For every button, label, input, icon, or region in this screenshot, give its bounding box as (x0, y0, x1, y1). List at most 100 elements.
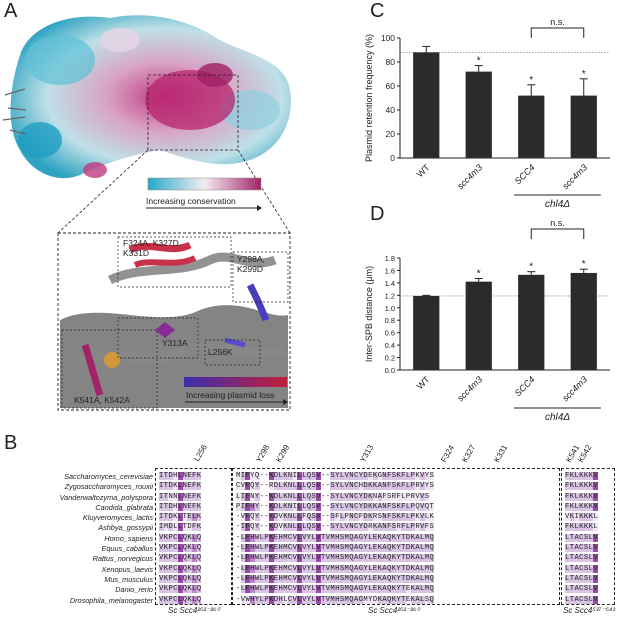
species-name: Kluyveromyces_lactis (82, 513, 153, 523)
significance-star: * (529, 262, 533, 273)
residue-label: Y298 (254, 443, 272, 464)
bar (465, 281, 492, 370)
y-tick-label: 1.4 (385, 279, 395, 288)
residue-label-block1: L256 (192, 443, 209, 463)
significance-star: * (582, 69, 586, 80)
species-name: Equus_caballus (101, 544, 153, 554)
sequence-row: ITDKLTELK (159, 513, 202, 522)
sequence-row: -LFHWLPKEHMCVLVYLVTVMHSMQAGYLEKAQKYTEKAL… (236, 585, 435, 594)
callout-l256: L256K (208, 347, 233, 357)
significance-star: * (529, 75, 533, 86)
sequence-row: PIFHY--KDLKNILLQSV--SYLVNCYDKKANFSKFLPQV… (236, 502, 435, 511)
species-name: Saccharomyces_cerevisiae (64, 472, 153, 481)
category-label: scc4m3 (560, 162, 589, 191)
residue-label: Y313 (358, 443, 376, 464)
sequence-row: -LFHWLPKEHMCVLVYLVTVMHSMQAGYLEKAQKYTDKAL… (236, 564, 435, 573)
y-tick-label: 0.0 (385, 366, 395, 375)
group-label: chl4Δ (545, 412, 570, 420)
inter-spb-chart: 0.0 0.2 0.4 0.6 0.8 1.0 1.2 1.4 1.6 1.8 Inter-SPB … (364, 218, 610, 420)
ns-bracket (530, 27, 585, 38)
block1-caption: Sc Scc4²⁵²⁻²⁶⁰ (168, 606, 220, 615)
category-label: scc4m3 (455, 374, 484, 403)
sequence-row: LTACSLV (565, 574, 599, 583)
sequence-row: LTACSLV (565, 554, 599, 563)
sequence-row: -VFQY--KDVKNLLFQSV--SFLPNCFDKRSNFSKFLPKV… (236, 513, 435, 522)
y-tick-label: 0 (390, 153, 395, 163)
sequence-row: FKLKKKV (565, 492, 599, 501)
sequence-row: ITNNLNEFK (159, 492, 202, 501)
sequence-row: -LFHWLPKEHMCVLVYLVTVMHSMQAGYLEKAQKYTDKAL… (236, 544, 435, 553)
bar (518, 95, 545, 158)
structure-figure: Increasing conservation F324A, K327D, K3… (2, 15, 291, 411)
y-tick-label: 20 (386, 129, 396, 139)
significance-star: * (582, 259, 586, 270)
bar (518, 274, 545, 370)
callout-k299: K299D (237, 264, 263, 274)
group-label: chl4Δ (545, 199, 570, 210)
y-tick-label: 1.8 (385, 254, 395, 263)
bar (413, 52, 440, 158)
sequence-row: FKLKKKV (565, 502, 599, 511)
ns-bracket (530, 228, 585, 239)
species-name: Candida_glabrata (95, 502, 153, 512)
category-label: scc4m3 (455, 162, 484, 191)
category-label: SCC4 (513, 162, 537, 186)
sequence-row: LTACSLV (565, 533, 599, 542)
species-name: Danio_rerio (115, 585, 153, 595)
bar (570, 95, 597, 158)
panel-label-b: B (4, 432, 18, 454)
sequence-row: ITDHLNEFK (159, 502, 202, 511)
sequence-row: FKLKKKV (565, 482, 599, 491)
panel-label-c: C (370, 0, 385, 22)
species-name: Mus_musculus (104, 574, 153, 584)
sequence-row: FKLKKKV (565, 472, 599, 480)
callout-f324: F324A, K327D, (123, 238, 181, 248)
sequence-row: LTACSLV (565, 564, 599, 573)
species-list: Saccharomyces_cerevisiae Zygosaccharomyce… (10, 472, 153, 606)
species-name: Homo_sapiens (104, 533, 153, 543)
ns-label: n.s. (550, 218, 565, 228)
sequence-row: MIFYQ--KDLKNILLQSV--SYLVNCYDEKGNFSKFLPKV… (236, 472, 435, 480)
y-tick-label: 1.0 (385, 304, 395, 313)
plasmid-loss-gradient-bar (184, 377, 287, 387)
alignment-block-2: MIFYQ--KDLKNILLQSV--SYLVNCYDEKGNFSKFLPKV… (232, 468, 560, 605)
callout-k331: K331D (123, 248, 149, 258)
y-tick-label: 0.8 (385, 316, 395, 325)
bar (413, 295, 440, 370)
panel-label-d: D (370, 203, 385, 225)
species-name: Vanderwaltozyma_polyspora (59, 492, 153, 502)
sequence-row: VKPCLQKLQ (159, 564, 202, 573)
y-tick-label: 40 (386, 105, 396, 115)
sequence-row: LTACSLV (565, 544, 599, 553)
bar (570, 272, 597, 370)
species-name: Xenopus_laevis (101, 564, 153, 574)
sequence-row: FKLKKKL (565, 523, 599, 532)
plasmid-loss-label: Increasing plasmid loss (186, 390, 274, 400)
y-axis-label: Inter-SPB distance (μm) (364, 266, 374, 362)
sequence-row: LIFNY--KDLKNLLLQSV--SYLVNCYDKNAFSRFLPRVV… (236, 492, 430, 501)
conservation-scale-label: Increasing conservation (146, 196, 236, 206)
y-tick-label: 60 (386, 81, 396, 91)
sequence-row: CVFQY--RDLKNLLLQSV--SYLVNCHDKKANFSKFLPRV… (236, 482, 435, 491)
significance-star: * (477, 56, 481, 67)
sequence-row: VKIKKKL (565, 513, 599, 522)
plasmid-retention-chart: 0 20 40 60 80 100 Plasmid retention frequency … (364, 17, 610, 210)
bar (465, 71, 492, 158)
sequence-row: ITDHLNEFK (159, 472, 202, 480)
y-tick-label: 80 (386, 57, 396, 67)
sequence-row: -LFHWLPKEHMCVLVYLVTVMHSMQAGYLEKAQKYTDKAL… (236, 574, 435, 583)
y-tick-label: 1.6 (385, 266, 395, 275)
panel-label-a: A (4, 0, 18, 22)
y-tick-label: 100 (381, 33, 395, 43)
sequence-row: -LFHWLPKEHMCVLVYLVTVMHSMQAGYLEKAQKYTDKAL… (236, 533, 435, 542)
species-name: Drosophila_melanogaster (69, 595, 153, 605)
alignment-block-3: FKLKKKV FKLKKKV FKLKKKV FKLKKKV VKIKKKL FKLKK… (561, 468, 615, 605)
y-tick-label: 0.6 (385, 329, 395, 338)
y-tick-label: 1.2 (385, 291, 395, 300)
y-axis-label: Plasmid retention frequency (%) (364, 34, 374, 162)
sequence-row: VKPCLQKLQ (159, 533, 202, 542)
sequence-row: -VWHYLPKDHLCVLVYLVTVMHSMQAGMYDKAQKYTEKAL… (236, 595, 435, 604)
residue-label: K299 (274, 443, 292, 464)
callout-y298: Y298A, (237, 254, 265, 264)
y-tick-label: 0.2 (385, 354, 395, 363)
